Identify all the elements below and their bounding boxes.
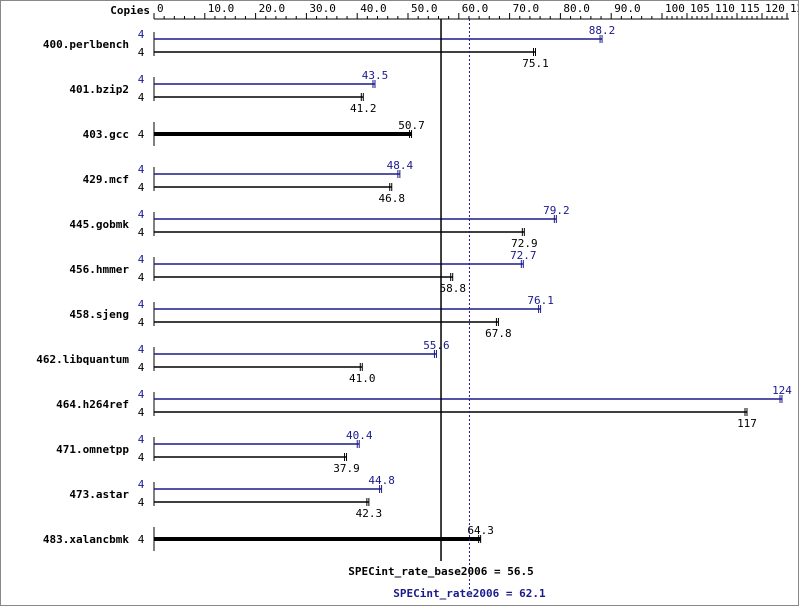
peak-copies-label: 4 [138, 73, 145, 86]
x-tick-label: 30.0 [309, 2, 336, 15]
x-tick-label: 40.0 [360, 2, 387, 15]
base-445-gobmk-value-label: 72.9 [511, 237, 538, 250]
peak-copies-label: 4 [138, 478, 145, 491]
base-copies-label: 4 [138, 271, 145, 284]
x-tick-label: 10.0 [208, 2, 235, 15]
peak-400-perlbench-value-label: 88.2 [589, 24, 616, 37]
x-tick-label: 0 [157, 2, 164, 15]
benchmark-label: 471.omnetpp [56, 443, 129, 456]
base-464-h264ref-value-label: 117 [737, 417, 757, 430]
base-copies-label: 4 [138, 226, 145, 239]
x-axis: Copies 0 10.0 20.0 30.0 40.0 50.0 60.0 70.0 80.0 9… [110, 2, 798, 20]
copies-label: 4 [138, 533, 145, 546]
peak-copies-label: 4 [138, 343, 145, 356]
base-reference-label: SPECint_rate_base2006 = 56.5 [348, 565, 533, 578]
base-483-xalancbmk-value-label: 64.3 [467, 524, 494, 537]
x-tick-label: 115 [740, 2, 760, 15]
x-tick-label: 120 [765, 2, 785, 15]
benchmark-label: 464.h264ref [56, 398, 129, 411]
benchmark-label: 400.perlbench [43, 38, 129, 51]
base-copies-label: 4 [138, 91, 145, 104]
benchmark-label: 401.bzip2 [69, 83, 129, 96]
base-copies-label: 4 [138, 316, 145, 329]
x-tick-label: 110 [715, 2, 735, 15]
base-471-omnetpp-value-label: 37.9 [333, 462, 360, 475]
peak-429-mcf-value-label: 48.4 [387, 159, 414, 172]
base-copies-label: 4 [138, 496, 145, 509]
base-462-libquantum-value-label: 41.0 [349, 372, 376, 385]
benchmark-label: 473.astar [69, 488, 129, 501]
peak-456-hmmer-value-label: 72.7 [510, 249, 537, 262]
peak-445-gobmk-value-label: 79.2 [543, 204, 570, 217]
x-tick-label: 50.0 [411, 2, 438, 15]
reference-lines: SPECint_rate_base2006 = 56.5 SPECint_rate… [348, 19, 546, 600]
benchmark-label: 429.mcf [83, 173, 129, 186]
base-473-astar-value-label: 42.3 [356, 507, 383, 520]
peak-copies-label: 4 [138, 433, 145, 446]
base-458-sjeng-value-label: 67.8 [485, 327, 512, 340]
x-tick-label: 100 [665, 2, 685, 15]
base-401-bzip2-value-label: 41.2 [350, 102, 377, 115]
peak-copies-label: 4 [138, 388, 145, 401]
benchmark-label: 458.sjeng [69, 308, 129, 321]
x-tick-label: 20.0 [259, 2, 286, 15]
base-copies-label: 4 [138, 46, 145, 59]
base-copies-label: 4 [138, 181, 145, 194]
x-tick-label: 60.0 [462, 2, 489, 15]
x-tick-label: 90.0 [614, 2, 641, 15]
benchmark-label: 483.xalancbmk [43, 533, 129, 546]
base-copies-label: 4 [138, 406, 145, 419]
peak-copies-label: 4 [138, 28, 145, 41]
bars: 400.perlbench4488.275.1401.bzip24443.541… [36, 24, 792, 551]
copies-header: Copies [110, 4, 150, 17]
base-403-gcc-value-label: 50.7 [398, 119, 425, 132]
benchmark-label: 403.gcc [83, 128, 129, 141]
x-tick-label: 80.0 [563, 2, 590, 15]
base-429-mcf-value-label: 46.8 [378, 192, 405, 205]
x-tick-label: 70.0 [513, 2, 540, 15]
benchmark-label: 456.hmmer [69, 263, 129, 276]
benchmark-label: 462.libquantum [36, 353, 129, 366]
peak-464-h264ref-value-label: 124 [772, 384, 792, 397]
peak-401-bzip2-value-label: 43.5 [362, 69, 389, 82]
x-tick-label: 105 [690, 2, 710, 15]
base-400-perlbench-value-label: 75.1 [522, 57, 549, 70]
peak-copies-label: 4 [138, 208, 145, 221]
base-copies-label: 4 [138, 451, 145, 464]
copies-label: 4 [138, 128, 145, 141]
peak-copies-label: 4 [138, 298, 145, 311]
peak-471-omnetpp-value-label: 40.4 [346, 429, 373, 442]
peak-462-libquantum-value-label: 55.6 [423, 339, 450, 352]
peak-458-sjeng-value-label: 76.1 [527, 294, 554, 307]
base-456-hmmer-value-label: 58.8 [439, 282, 466, 295]
peak-copies-label: 4 [138, 163, 145, 176]
peak-473-astar-value-label: 44.8 [368, 474, 395, 487]
x-tick-label: 125 [790, 2, 798, 15]
base-copies-label: 4 [138, 361, 145, 374]
peak-reference-label: SPECint_rate2006 = 62.1 [393, 587, 546, 600]
peak-copies-label: 4 [138, 253, 145, 266]
benchmark-label: 445.gobmk [69, 218, 129, 231]
